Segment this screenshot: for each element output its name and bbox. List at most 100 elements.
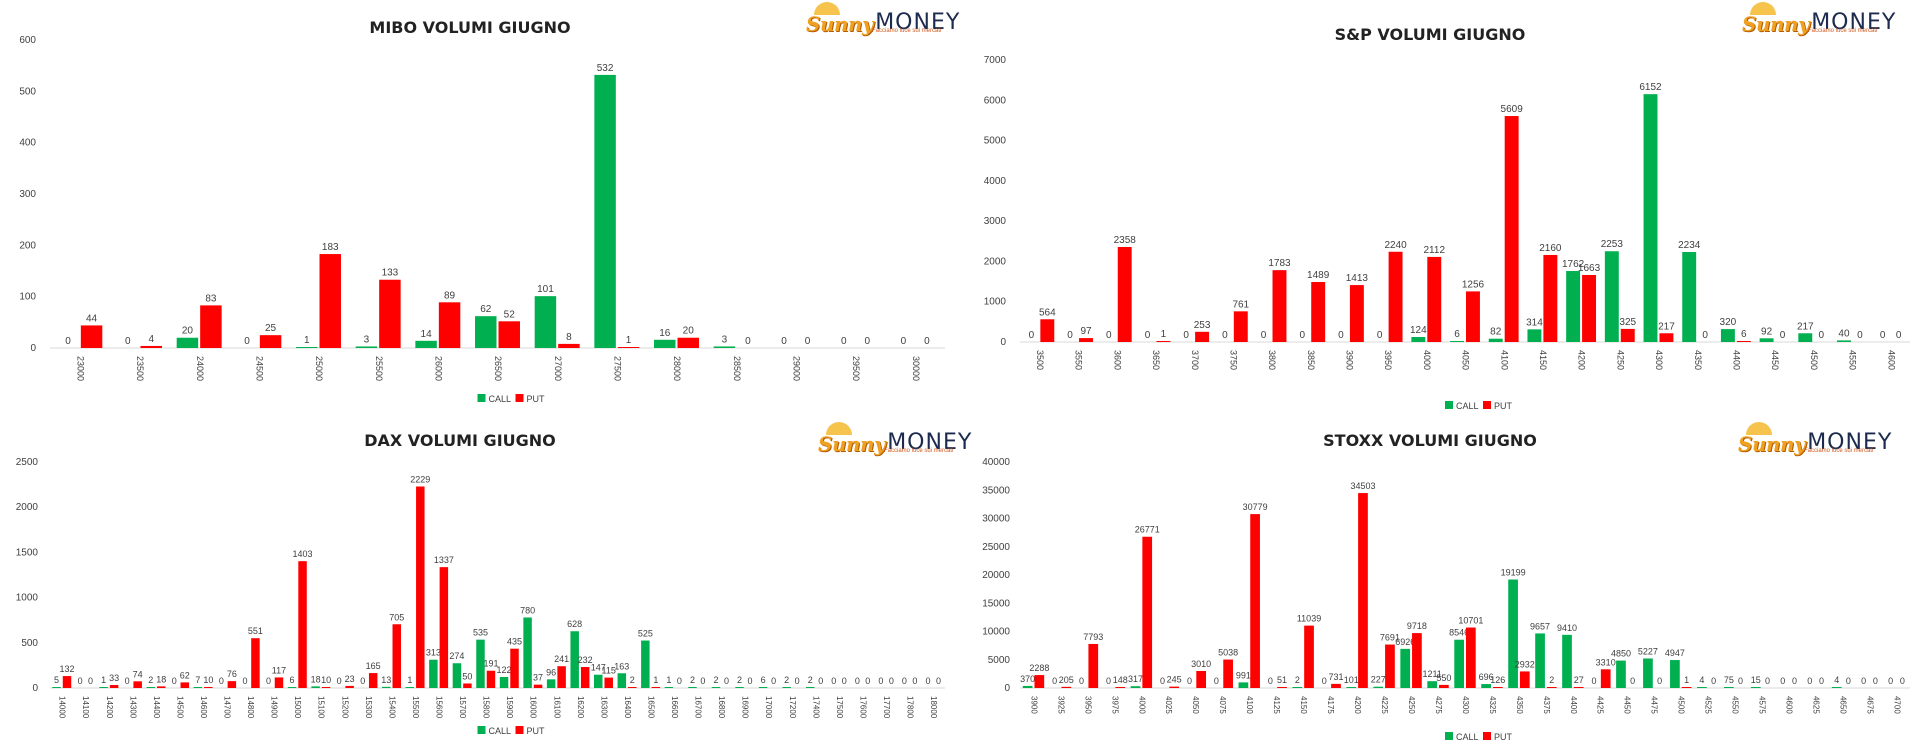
x-tick-label: 4175 [1326, 696, 1335, 714]
call-bar [52, 687, 61, 688]
put-bar [1156, 341, 1171, 342]
y-tick-label: 0 [32, 683, 38, 694]
x-tick-label: 15500 [411, 696, 420, 719]
put-data-label: 18 [156, 674, 166, 684]
put-bar [1088, 643, 1099, 688]
put-data-label: 25 [265, 323, 277, 334]
x-tick-label: 14600 [199, 696, 208, 719]
legend-put-label: PUT [527, 394, 546, 404]
put-data-label: 2288 [1029, 663, 1049, 673]
y-tick-label: 1000 [16, 593, 39, 604]
legend-put-swatch [515, 394, 524, 402]
x-tick-label: 28500 [732, 356, 742, 381]
call-data-label: 124 [1410, 325, 1427, 336]
logo-money-text: MONEY [875, 10, 961, 35]
put-data-label: 10 [203, 675, 213, 685]
x-tick-label: 4550 [1731, 696, 1740, 714]
call-data-label: 3 [722, 334, 728, 345]
call-data-label: 320 [1720, 317, 1737, 328]
logo-tagline: Facciamo luce sui mercati [872, 28, 942, 34]
call-data-label: 2 [148, 675, 153, 685]
put-data-label: 253 [1194, 320, 1211, 331]
logo-tagline: Facciamo luce sui mercati [1804, 448, 1874, 454]
call-data-label: 313 [426, 648, 441, 658]
stoxx-chart-panel: STOXX VOLUMI GIUGNO 0 5000 10000 15000 20000 2… [960, 412, 1920, 754]
call-bar [1238, 682, 1249, 688]
call-bar [688, 687, 697, 688]
call-data-label: 96 [546, 667, 556, 677]
x-tick-label: 15300 [364, 696, 373, 719]
call-data-label: 0 [781, 336, 787, 347]
call-data-label: 20 [182, 326, 194, 337]
put-bar [1492, 687, 1503, 688]
x-tick-label: 14800 [246, 696, 255, 719]
call-data-label: 6 [761, 675, 766, 685]
call-bar [429, 659, 438, 688]
x-tick-label: 18000 [929, 696, 938, 719]
call-bar [1022, 685, 1033, 688]
put-data-label: 132 [60, 664, 75, 674]
call-bar [311, 686, 320, 688]
call-bar [1643, 94, 1658, 342]
y-tick-label: 0 [1004, 683, 1010, 694]
x-tick-label: 4150 [1538, 350, 1548, 370]
call-data-label: 0 [1377, 330, 1383, 341]
x-tick-label: 15100 [317, 696, 326, 719]
call-data-label: 0 [1079, 676, 1084, 686]
put-bar [379, 279, 401, 348]
y-tick-label: 5000 [984, 136, 1007, 147]
x-tick-label: 15400 [387, 696, 396, 719]
x-tick-label: 3600 [1112, 350, 1122, 370]
legend-put-label: PUT [1494, 732, 1513, 742]
logo-money-text: MONEY [1811, 10, 1897, 35]
call-bar [476, 639, 485, 688]
put-bar [156, 686, 166, 688]
put-bar [109, 685, 119, 688]
put-data-label: 165 [366, 661, 381, 671]
put-data-label: 37 [533, 673, 543, 683]
call-bar [1346, 687, 1357, 688]
x-tick-label: 3900 [1029, 696, 1038, 714]
put-data-label: 0 [1792, 676, 1797, 686]
put-data-label: 2358 [1114, 235, 1137, 246]
put-data-label: 0 [864, 336, 870, 347]
call-data-label: 0 [1299, 330, 1305, 341]
put-data-label: 7793 [1083, 632, 1103, 642]
put-data-label: 30779 [1243, 502, 1268, 512]
x-tick-label: 4150 [1299, 696, 1308, 714]
call-data-label: 5227 [1638, 646, 1658, 656]
put-bar [298, 561, 307, 688]
call-bar [382, 686, 391, 688]
put-data-label: 731 [1328, 672, 1343, 682]
x-tick-label: 4550 [1848, 350, 1858, 370]
x-tick-label: 3925 [1056, 696, 1065, 714]
put-data-label: 7691 [1380, 633, 1400, 643]
put-data-label: 74 [133, 669, 143, 679]
y-tick-label: 2500 [16, 457, 39, 468]
x-tick-label: 16700 [694, 696, 703, 719]
call-bar [782, 687, 791, 688]
put-data-label: 191 [483, 659, 498, 669]
put-data-label: 148 [1113, 675, 1128, 685]
put-bar [463, 683, 472, 688]
y-tick-label: 40000 [982, 457, 1010, 468]
x-tick-label: 15800 [482, 696, 491, 719]
call-data-label: 6152 [1639, 82, 1662, 93]
put-bar [1659, 333, 1674, 342]
x-tick-label: 16000 [529, 696, 538, 719]
call-bar [1292, 687, 1303, 688]
legend-call-label: CALL [489, 726, 512, 736]
put-data-label: 1256 [1462, 279, 1485, 290]
call-data-label: 9657 [1530, 621, 1550, 631]
call-data-label: 0 [1145, 330, 1151, 341]
y-tick-label: 400 [19, 138, 36, 149]
logo-tagline: Facciamo luce sui mercati [884, 448, 954, 454]
x-tick-label: 14200 [105, 696, 114, 719]
call-bar [1427, 681, 1438, 688]
put-data-label: 62 [180, 670, 190, 680]
call-bar [1670, 660, 1680, 688]
put-data-label: 2932 [1515, 659, 1535, 669]
sunny-money-logo: Sunny MONEY Facciamo luce sui mercati [818, 422, 972, 454]
put-data-label: 241 [554, 654, 569, 664]
call-data-label: 0 [266, 676, 271, 686]
